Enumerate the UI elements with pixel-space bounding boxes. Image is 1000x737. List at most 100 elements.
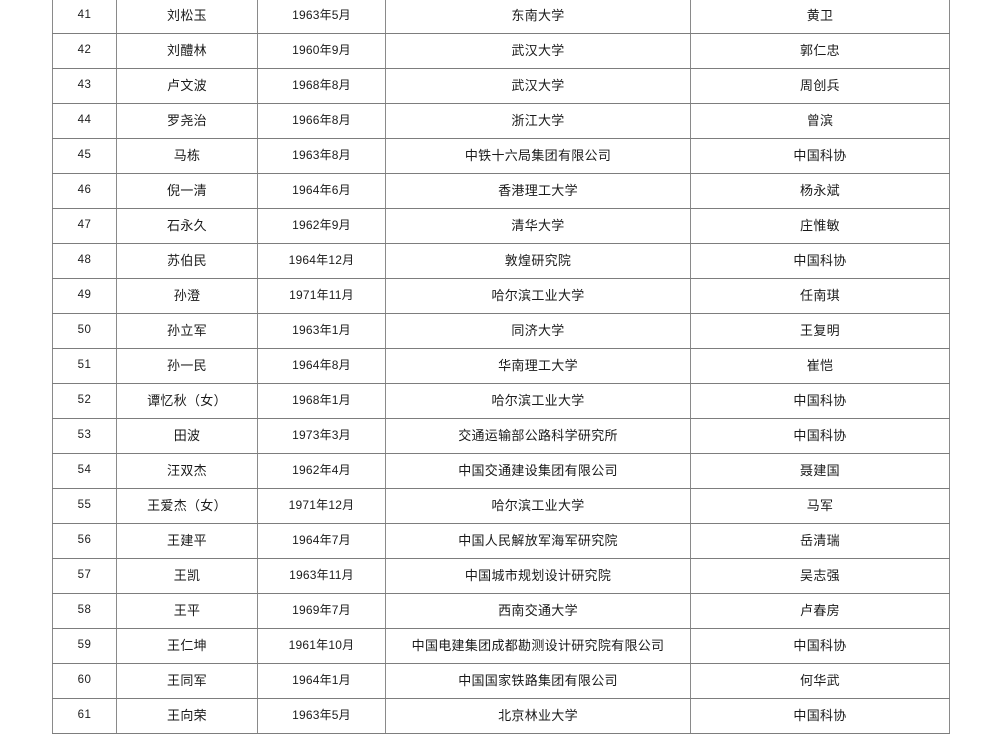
cell-birth-date: 1963年1月 xyxy=(257,313,386,349)
cell-work-unit: 中国城市规划设计研究院 xyxy=(385,558,691,594)
cell-nominator: 中国科协 xyxy=(690,243,950,279)
cell-birth-date: 1960年9月 xyxy=(257,33,386,69)
cell-name: 王向荣 xyxy=(116,698,258,734)
cell-sequence-number: 55 xyxy=(52,488,117,524)
cell-birth-date: 1968年8月 xyxy=(257,68,386,104)
cell-sequence-number: 44 xyxy=(52,103,117,139)
cell-work-unit: 哈尔滨工业大学 xyxy=(385,488,691,524)
table-row: 46 倪一清 1964年6月 香港理工大学 杨永斌 xyxy=(52,173,950,209)
table-row: 45 马栋 1963年8月 中铁十六局集团有限公司 中国科协 xyxy=(52,138,950,174)
cell-nominator: 曾滨 xyxy=(690,103,950,139)
table-row: 51 孙一民 1964年8月 华南理工大学 崔恺 xyxy=(52,348,950,384)
cell-sequence-number: 51 xyxy=(52,348,117,384)
cell-sequence-number: 58 xyxy=(52,593,117,629)
cell-birth-date: 1964年6月 xyxy=(257,173,386,209)
cell-name: 田波 xyxy=(116,418,258,454)
cell-name: 汪双杰 xyxy=(116,453,258,489)
cell-birth-date: 1964年8月 xyxy=(257,348,386,384)
cell-sequence-number: 56 xyxy=(52,523,117,559)
table-row: 42 刘醴林 1960年9月 武汉大学 郭仁忠 xyxy=(52,33,950,69)
table-row: 56 王建平 1964年7月 中国人民解放军海军研究院 岳清瑞 xyxy=(52,523,950,559)
cell-birth-date: 1973年3月 xyxy=(257,418,386,454)
cell-sequence-number: 43 xyxy=(52,68,117,104)
nominee-table-container: 41 刘松玉 1963年5月 东南大学 黄卫 42 刘醴林 1960年9月 武汉大学 郭仁忠 43 卢… xyxy=(52,0,950,734)
table-row: 58 王平 1969年7月 西南交通大学 卢春房 xyxy=(52,593,950,629)
cell-sequence-number: 59 xyxy=(52,628,117,664)
table-row: 52 谭忆秋（女） 1968年1月 哈尔滨工业大学 中国科协 xyxy=(52,383,950,419)
cell-birth-date: 1964年12月 xyxy=(257,243,386,279)
cell-birth-date: 1963年5月 xyxy=(257,0,386,34)
cell-nominator: 庄惟敏 xyxy=(690,208,950,244)
nominee-table-body: 41 刘松玉 1963年5月 东南大学 黄卫 42 刘醴林 1960年9月 武汉大学 郭仁忠 43 卢… xyxy=(52,0,950,734)
cell-birth-date: 1964年7月 xyxy=(257,523,386,559)
cell-nominator: 岳清瑞 xyxy=(690,523,950,559)
cell-work-unit: 交通运输部公路科学研究所 xyxy=(385,418,691,454)
cell-work-unit: 中国电建集团成都勘测设计研究院有限公司 xyxy=(385,628,691,664)
cell-birth-date: 1971年11月 xyxy=(257,278,386,314)
cell-name: 谭忆秋（女） xyxy=(116,383,258,419)
cell-birth-date: 1969年7月 xyxy=(257,593,386,629)
cell-birth-date: 1963年8月 xyxy=(257,138,386,174)
table-row: 54 汪双杰 1962年4月 中国交通建设集团有限公司 聂建国 xyxy=(52,453,950,489)
cell-sequence-number: 57 xyxy=(52,558,117,594)
cell-work-unit: 武汉大学 xyxy=(385,33,691,69)
cell-work-unit: 东南大学 xyxy=(385,0,691,34)
cell-nominator: 中国科协 xyxy=(690,138,950,174)
table-row: 53 田波 1973年3月 交通运输部公路科学研究所 中国科协 xyxy=(52,418,950,454)
cell-nominator: 黄卫 xyxy=(690,0,950,34)
table-row: 60 王同军 1964年1月 中国国家铁路集团有限公司 何华武 xyxy=(52,663,950,699)
table-row: 41 刘松玉 1963年5月 东南大学 黄卫 xyxy=(52,0,950,34)
cell-name: 苏伯民 xyxy=(116,243,258,279)
cell-nominator: 马军 xyxy=(690,488,950,524)
cell-sequence-number: 53 xyxy=(52,418,117,454)
cell-nominator: 郭仁忠 xyxy=(690,33,950,69)
cell-name: 石永久 xyxy=(116,208,258,244)
cell-nominator: 聂建国 xyxy=(690,453,950,489)
cell-sequence-number: 54 xyxy=(52,453,117,489)
cell-sequence-number: 41 xyxy=(52,0,117,34)
cell-name: 王建平 xyxy=(116,523,258,559)
cell-name: 王平 xyxy=(116,593,258,629)
table-row: 49 孙澄 1971年11月 哈尔滨工业大学 任南琪 xyxy=(52,278,950,314)
cell-work-unit: 同济大学 xyxy=(385,313,691,349)
cell-name: 孙一民 xyxy=(116,348,258,384)
cell-work-unit: 中铁十六局集团有限公司 xyxy=(385,138,691,174)
cell-name: 王仁坤 xyxy=(116,628,258,664)
cell-nominator: 任南琪 xyxy=(690,278,950,314)
cell-nominator: 周创兵 xyxy=(690,68,950,104)
cell-work-unit: 哈尔滨工业大学 xyxy=(385,383,691,419)
table-row: 44 罗尧治 1966年8月 浙江大学 曾滨 xyxy=(52,103,950,139)
cell-work-unit: 敦煌研究院 xyxy=(385,243,691,279)
cell-sequence-number: 61 xyxy=(52,698,117,734)
table-row: 57 王凯 1963年11月 中国城市规划设计研究院 吴志强 xyxy=(52,558,950,594)
table-row: 55 王爱杰（女） 1971年12月 哈尔滨工业大学 马军 xyxy=(52,488,950,524)
cell-birth-date: 1962年4月 xyxy=(257,453,386,489)
cell-name: 倪一清 xyxy=(116,173,258,209)
table-row: 59 王仁坤 1961年10月 中国电建集团成都勘测设计研究院有限公司 中国科协 xyxy=(52,628,950,664)
cell-work-unit: 华南理工大学 xyxy=(385,348,691,384)
cell-work-unit: 中国国家铁路集团有限公司 xyxy=(385,663,691,699)
cell-nominator: 吴志强 xyxy=(690,558,950,594)
cell-sequence-number: 47 xyxy=(52,208,117,244)
cell-name: 刘松玉 xyxy=(116,0,258,34)
cell-work-unit: 中国人民解放军海军研究院 xyxy=(385,523,691,559)
cell-birth-date: 1963年11月 xyxy=(257,558,386,594)
cell-sequence-number: 46 xyxy=(52,173,117,209)
cell-work-unit: 武汉大学 xyxy=(385,68,691,104)
cell-nominator: 杨永斌 xyxy=(690,173,950,209)
cell-name: 孙澄 xyxy=(116,278,258,314)
cell-nominator: 中国科协 xyxy=(690,383,950,419)
cell-name: 孙立军 xyxy=(116,313,258,349)
cell-name: 刘醴林 xyxy=(116,33,258,69)
table-row: 43 卢文波 1968年8月 武汉大学 周创兵 xyxy=(52,68,950,104)
cell-work-unit: 香港理工大学 xyxy=(385,173,691,209)
cell-work-unit: 中国交通建设集团有限公司 xyxy=(385,453,691,489)
cell-sequence-number: 50 xyxy=(52,313,117,349)
cell-name: 王爱杰（女） xyxy=(116,488,258,524)
cell-nominator: 卢春房 xyxy=(690,593,950,629)
cell-name: 罗尧治 xyxy=(116,103,258,139)
cell-birth-date: 1963年5月 xyxy=(257,698,386,734)
cell-birth-date: 1966年8月 xyxy=(257,103,386,139)
cell-sequence-number: 48 xyxy=(52,243,117,279)
